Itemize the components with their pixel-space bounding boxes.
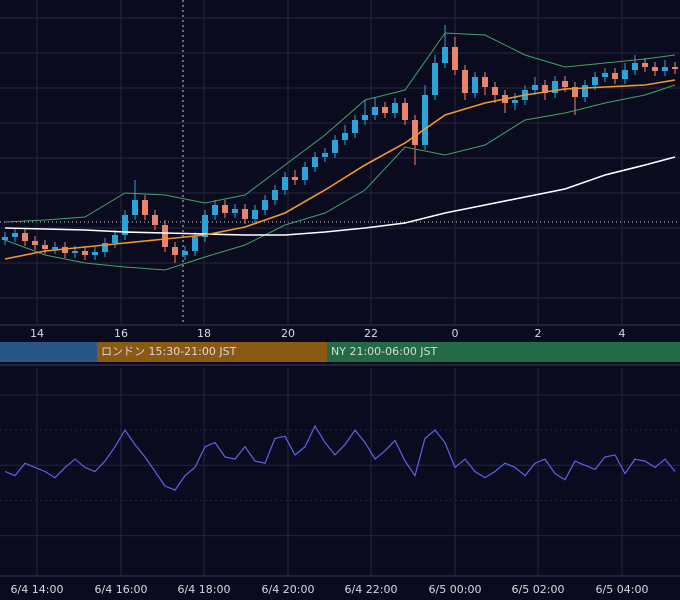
candle-body <box>542 85 548 93</box>
x-tick-label: 6/4 18:00 <box>178 583 231 596</box>
candle-body <box>482 77 488 87</box>
candle-body <box>22 233 28 241</box>
candle-body <box>2 237 8 240</box>
x-tick-label: 2 <box>535 327 542 340</box>
x-tick-label: 4 <box>619 327 626 340</box>
candle-body <box>242 209 248 219</box>
session-band <box>97 342 327 362</box>
x-tick-label: 6/4 16:00 <box>95 583 148 596</box>
x-tick-label: 6/4 22:00 <box>345 583 398 596</box>
candle-body <box>52 247 58 249</box>
candle-body <box>552 81 558 93</box>
candle-body <box>32 241 38 245</box>
candle-body <box>302 167 308 180</box>
x-tick-label: 0 <box>452 327 459 340</box>
candle-body <box>42 245 48 249</box>
candle-body <box>372 107 378 115</box>
x-tick-label: 6/4 20:00 <box>262 583 315 596</box>
candle-body <box>432 63 438 95</box>
candle-body <box>312 157 318 167</box>
candle-body <box>122 215 128 235</box>
candle-body <box>532 85 538 90</box>
x-tick-label: 16 <box>114 327 128 340</box>
candle-body <box>382 107 388 113</box>
candle-body <box>92 252 98 255</box>
candle-body <box>352 120 358 133</box>
candle-body <box>232 209 238 213</box>
candle-body <box>112 235 118 243</box>
candle-body <box>322 153 328 157</box>
candle-body <box>272 190 278 200</box>
candle-body <box>422 95 428 145</box>
indicator-line <box>4 84 676 271</box>
candle-body <box>12 233 18 237</box>
candle-body <box>652 67 658 71</box>
candle-body <box>142 200 148 215</box>
indicator-line <box>4 32 676 223</box>
candle-body <box>162 225 168 247</box>
candle-body <box>582 85 588 97</box>
session-band <box>327 342 680 362</box>
candle-body <box>212 205 218 215</box>
candle-body <box>642 63 648 67</box>
candle-body <box>612 73 618 79</box>
candle-body <box>362 115 368 120</box>
session-band <box>0 342 97 362</box>
candle-body <box>82 251 88 255</box>
x-tick-label: 20 <box>281 327 295 340</box>
candle-body <box>452 47 458 70</box>
x-tick-label: 22 <box>364 327 378 340</box>
candle-body <box>202 215 208 237</box>
candle-body <box>592 77 598 85</box>
candle-body <box>152 215 158 225</box>
candle-body <box>512 100 518 103</box>
candle-body <box>562 81 568 87</box>
candle-body <box>492 87 498 95</box>
indicator-line <box>4 79 676 260</box>
candle-body <box>412 120 418 145</box>
candle-body <box>342 133 348 140</box>
x-tick-label: 6/4 14:00 <box>11 583 64 596</box>
candle-body <box>222 205 228 213</box>
session-label: NY 21:00-06:00 JST <box>331 345 438 358</box>
candle-body <box>392 103 398 113</box>
candle-body <box>332 140 338 153</box>
candle-body <box>662 67 668 71</box>
candle-body <box>622 70 628 79</box>
candle-body <box>62 247 68 253</box>
candle-body <box>292 177 298 180</box>
session-label: ロンドン 15:30-21:00 JST <box>101 345 237 358</box>
candle-body <box>192 237 198 251</box>
candle-body <box>602 73 608 77</box>
candle-body <box>262 200 268 210</box>
candle-body <box>462 70 468 93</box>
x-tick-label: 14 <box>30 327 44 340</box>
candle-body <box>672 67 678 69</box>
candle-body <box>472 77 478 93</box>
candle-body <box>72 251 78 253</box>
candle-body <box>132 200 138 215</box>
candle-body <box>572 87 578 97</box>
x-tick-label: 6/5 04:00 <box>596 583 649 596</box>
candle-body <box>632 63 638 70</box>
candle-body <box>102 243 108 252</box>
candle-body <box>172 247 178 255</box>
indicator-line <box>4 156 676 236</box>
x-tick-label: 6/5 02:00 <box>512 583 565 596</box>
x-tick-label: 6/5 00:00 <box>429 583 482 596</box>
candle-body <box>402 103 408 120</box>
candle-body <box>252 210 258 219</box>
candle-body <box>182 251 188 255</box>
candle-body <box>442 47 448 63</box>
candle-body <box>282 177 288 190</box>
oscillator-line <box>4 424 676 491</box>
x-tick-label: 18 <box>197 327 211 340</box>
